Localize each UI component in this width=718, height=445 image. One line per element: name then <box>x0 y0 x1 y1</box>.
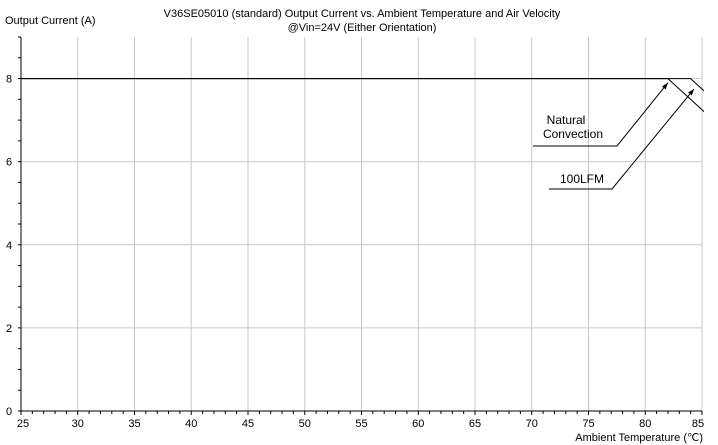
annotation-leader-100lfm <box>549 88 695 190</box>
x-tick-label: 45 <box>242 418 254 430</box>
annotation-arrow-100lfm <box>688 88 695 96</box>
x-axis-label: Ambient Temperature (℃) <box>575 432 703 444</box>
annotation-label-100lfm: 100LFM <box>560 172 604 186</box>
series-line-natural-convection <box>21 78 704 113</box>
x-tick-label: 70 <box>526 418 538 430</box>
series-lines <box>21 78 704 113</box>
x-tick-label: 55 <box>355 418 367 430</box>
annotation-label-natural: Natural <box>547 113 586 127</box>
x-tick-label: 40 <box>185 418 197 430</box>
x-tick-label: 30 <box>72 418 84 430</box>
x-tick-label: 35 <box>128 418 140 430</box>
x-tick-label: 80 <box>639 418 651 430</box>
x-tick-label: 25 <box>17 418 29 430</box>
y-tick-label: 4 <box>6 240 12 252</box>
y-axis-label: Output Current (A) <box>5 15 95 27</box>
x-tick-label: 65 <box>469 418 481 430</box>
annotation-arrow-natural-convection <box>661 82 668 90</box>
annotation-label-convection: Convection <box>543 127 603 141</box>
grid <box>21 37 703 411</box>
x-tick-label: 85 <box>692 418 704 430</box>
chart-title-line1: V36SE05010 (standard) Output Current vs.… <box>164 8 561 20</box>
annotation-leader-natural-convection <box>533 82 669 147</box>
x-tick-label: 50 <box>299 418 311 430</box>
x-tick-label: 75 <box>582 418 594 430</box>
tick-labels: 25 30 35 40 45 50 55 60 65 70 75 80 85 0 2 4 6 8 <box>6 74 704 430</box>
series-line-100lfm <box>21 78 704 92</box>
y-tick-label: 2 <box>6 323 12 335</box>
chart-title-line2: @Vin=24V (Either Orientation) <box>288 22 437 34</box>
x-tick-label: 60 <box>412 418 424 430</box>
y-tick-label: 8 <box>6 74 12 86</box>
y-tick-label: 6 <box>6 157 12 169</box>
axes <box>18 36 703 415</box>
y-tick-label: 0 <box>6 406 12 418</box>
